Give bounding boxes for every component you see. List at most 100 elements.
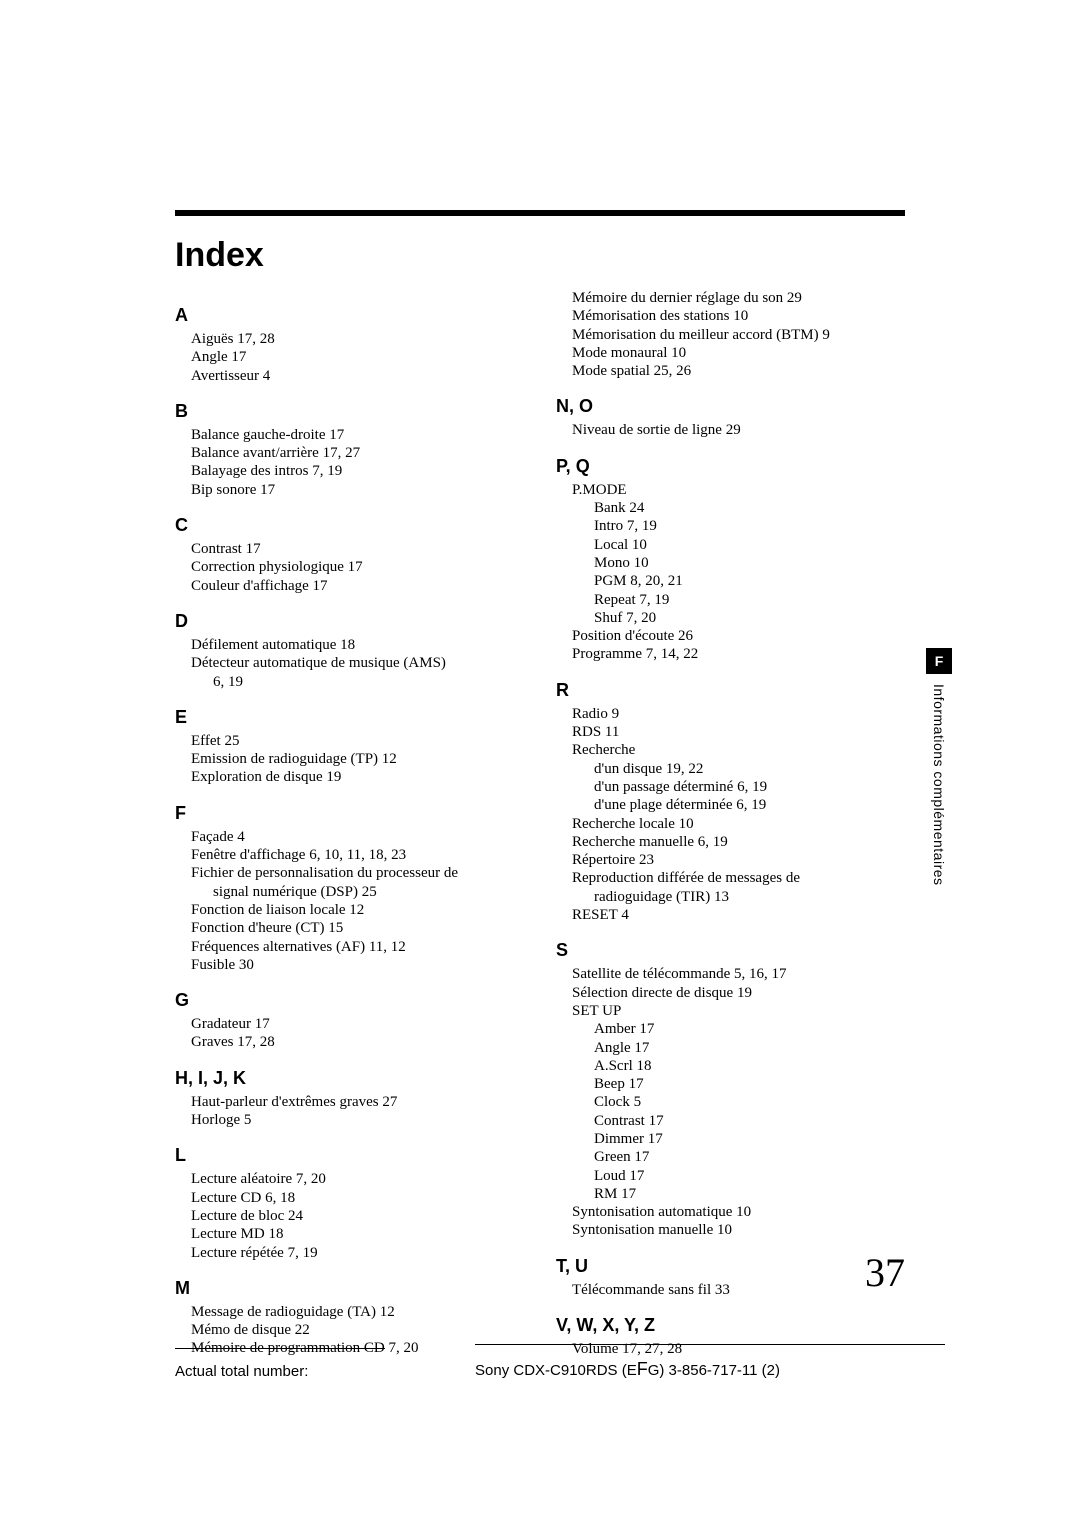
- index-entry: Mémorisation des stations 10: [572, 307, 905, 325]
- section-entries: Gradateur 17Graves 17, 28: [175, 1015, 524, 1052]
- section-head: L: [175, 1145, 524, 1166]
- section-head: A: [175, 305, 524, 326]
- index-entry: d'une plage déterminée 6, 19: [572, 796, 905, 814]
- index-entry: Loud 17: [572, 1167, 905, 1185]
- section-head: E: [175, 707, 524, 728]
- index-entry: Détecteur automatique de musique (AMS): [191, 654, 524, 672]
- index-entry: Fonction d'heure (CT) 15: [191, 919, 524, 937]
- section-entries: Contrast 17Correction physiologique 17Co…: [175, 540, 524, 595]
- index-entry: Couleur d'affichage 17: [191, 577, 524, 595]
- index-entry: Mono 10: [572, 554, 905, 572]
- section-head: H, I, J, K: [175, 1068, 524, 1089]
- section-head: V, W, X, Y, Z: [556, 1315, 905, 1336]
- index-entry: Angle 17: [191, 348, 524, 366]
- section-entries: Défilement automatique 18Détecteur autom…: [175, 636, 524, 691]
- index-entry: Aiguës 17, 28: [191, 330, 524, 348]
- index-entry: Effet 25: [191, 732, 524, 750]
- index-entry: Mode spatial 25, 26: [572, 362, 905, 380]
- columns: AAiguës 17, 28Angle 17Avertisseur 4BBala…: [175, 289, 905, 1358]
- index-entry: Satellite de télécommande 5, 16, 17: [572, 965, 905, 983]
- index-entry: PGM 8, 20, 21: [572, 572, 905, 590]
- section-entries: Mémoire du dernier réglage du son 29Mémo…: [556, 289, 905, 380]
- section-head: T, U: [556, 1256, 905, 1277]
- index-entry: Haut-parleur d'extrêmes graves 27: [191, 1093, 524, 1111]
- index-entry: Répertoire 23: [572, 851, 905, 869]
- footer-left: Actual total number:: [175, 1348, 385, 1380]
- index-entry: Sélection directe de disque 19: [572, 984, 905, 1002]
- index-entry: Balayage des intros 7, 19: [191, 462, 524, 480]
- index-entry: 6, 19: [191, 673, 524, 691]
- index-entry: Beep 17: [572, 1075, 905, 1093]
- left-column: AAiguës 17, 28Angle 17Avertisseur 4BBala…: [175, 289, 524, 1358]
- index-entry: Graves 17, 28: [191, 1033, 524, 1051]
- index-entry: Recherche manuelle 6, 19: [572, 833, 905, 851]
- index-entry: Syntonisation automatique 10: [572, 1203, 905, 1221]
- page-number: 37: [865, 1249, 905, 1296]
- index-entry: Amber 17: [572, 1020, 905, 1038]
- page: Index A Aiguës 17, 28Angle 17Avertisseur …: [0, 0, 1080, 1358]
- index-entry: Défilement automatique 18: [191, 636, 524, 654]
- index-entry: Radio 9: [572, 705, 905, 723]
- index-entry: Green 17: [572, 1148, 905, 1166]
- index-entry: Fonction de liaison locale 12: [191, 901, 524, 919]
- index-entry: Mémoire du dernier réglage du son 29: [572, 289, 905, 307]
- index-entry: SET UP: [572, 1002, 905, 1020]
- section-entries: P.MODEBank 24Intro 7, 19Local 10Mono 10P…: [556, 481, 905, 664]
- top-rule: [175, 210, 905, 216]
- section-head: N, O: [556, 396, 905, 417]
- index-entry: d'un passage déterminé 6, 19: [572, 778, 905, 796]
- section-entries: Lecture aléatoire 7, 20Lecture CD 6, 18 L…: [175, 1170, 524, 1261]
- index-entry: Fichier de personnalisation du processeu…: [191, 864, 524, 882]
- index-entry: Mémorisation du meilleur accord (BTM) 9: [572, 326, 905, 344]
- section-entries: Façade 4Fenêtre d'affichage 6, 10, 11, 1…: [175, 828, 524, 974]
- index-entry: Lecture répétée 7, 19: [191, 1244, 524, 1262]
- index-entry: Recherche: [572, 741, 905, 759]
- section-head: S: [556, 940, 905, 961]
- index-entry: Bip sonore 17: [191, 481, 524, 499]
- index-title: Index: [175, 236, 905, 275]
- index-entry: A.Scrl 18: [572, 1057, 905, 1075]
- index-entry: P.MODE: [572, 481, 905, 499]
- index-entry: Shuf 7, 20: [572, 609, 905, 627]
- right-column: Mémoire du dernier réglage du son 29Mémo…: [556, 289, 905, 1358]
- index-entry: Fréquences alternatives (AF) 11, 12: [191, 938, 524, 956]
- side-tab-label: Informations complémentaires: [931, 684, 947, 886]
- side-tab: F Informations complémentaires: [926, 648, 952, 886]
- footer-right-mid: F: [637, 1359, 648, 1379]
- section-entries: Aiguës 17, 28Angle 17Avertisseur 4: [175, 330, 524, 385]
- index-entry: Contrast 17: [191, 540, 524, 558]
- index-entry: Bank 24: [572, 499, 905, 517]
- index-entry: Reproduction différée de messages de: [572, 869, 905, 887]
- section-head: P, Q: [556, 456, 905, 477]
- footer-right-suffix: G) 3-856-717-11 (2): [648, 1362, 780, 1379]
- index-entry: Mode monaural 10: [572, 344, 905, 362]
- section-head: D: [175, 611, 524, 632]
- index-entry: RM 17: [572, 1185, 905, 1203]
- index-entry: Lecture CD 6, 18: [191, 1189, 524, 1207]
- index-entry: Mémo de disque 22: [191, 1321, 524, 1339]
- index-entry: Position d'écoute 26: [572, 627, 905, 645]
- index-entry: Local 10: [572, 536, 905, 554]
- section-entries: Télécommande sans fil 33: [556, 1281, 905, 1299]
- section-head: R: [556, 680, 905, 701]
- footer-right-prefix: Sony CDX-C910RDS (E: [475, 1362, 637, 1379]
- index-entry: Exploration de disque 19: [191, 768, 524, 786]
- section-entries: Effet 25Emission de radioguidage (TP) 12…: [175, 732, 524, 787]
- index-entry: Façade 4: [191, 828, 524, 846]
- section-entries: Satellite de télécommande 5, 16, 17Sélec…: [556, 965, 905, 1239]
- index-entry: Contrast 17: [572, 1112, 905, 1130]
- index-entry: Fenêtre d'affichage 6, 10, 11, 18, 23: [191, 846, 524, 864]
- index-entry: Lecture aléatoire 7, 20: [191, 1170, 524, 1188]
- index-entry: Fusible 30: [191, 956, 524, 974]
- section-entries: Radio 9RDS 11Recherched'un disque 19, 22…: [556, 705, 905, 925]
- footer-right: Sony CDX-C910RDS (EFG) 3-856-717-11 (2): [475, 1344, 945, 1380]
- index-entry: Correction physiologique 17: [191, 558, 524, 576]
- index-entry: Gradateur 17: [191, 1015, 524, 1033]
- index-entry: d'un disque 19, 22: [572, 760, 905, 778]
- index-entry: Dimmer 17: [572, 1130, 905, 1148]
- index-entry: Lecture MD 18: [191, 1225, 524, 1243]
- footer: Actual total number: Sony CDX-C910RDS (E…: [175, 1344, 945, 1380]
- section-head: F: [175, 803, 524, 824]
- index-entry: Programme 7, 14, 22: [572, 645, 905, 663]
- section-head: G: [175, 990, 524, 1011]
